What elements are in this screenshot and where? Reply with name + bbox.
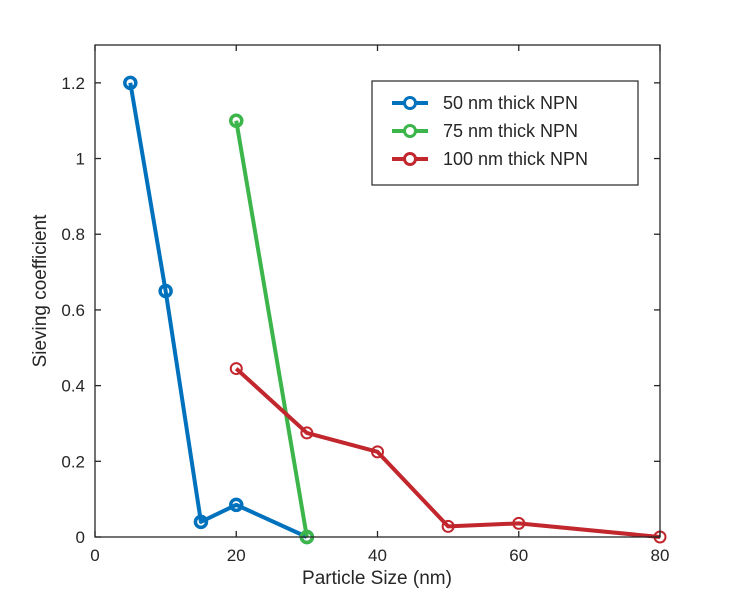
legend-swatch-marker bbox=[403, 96, 417, 110]
data-point bbox=[123, 75, 138, 91]
series-line bbox=[128, 82, 308, 539]
y-tick-label: 0.8 bbox=[61, 225, 85, 244]
x-tick-label: 80 bbox=[651, 546, 670, 565]
legend-entry-1: 75 nm thick NPN bbox=[392, 121, 578, 141]
y-tick-label: 0.6 bbox=[61, 301, 85, 320]
legend-label: 75 nm thick NPN bbox=[443, 121, 578, 141]
legend: 50 nm thick NPN 75 nm thick NPN 100 nm thi… bbox=[371, 80, 639, 186]
data-point bbox=[300, 426, 314, 440]
y-tick-label: 1 bbox=[76, 150, 85, 169]
x-tick-label: 60 bbox=[509, 546, 528, 565]
legend-swatch-marker bbox=[403, 152, 417, 166]
x-tick-label: 40 bbox=[368, 546, 387, 565]
y-tick-label: 0.2 bbox=[61, 452, 85, 471]
legend-label: 100 nm thick NPN bbox=[443, 149, 588, 169]
data-point bbox=[441, 519, 455, 533]
series-2 bbox=[229, 362, 667, 544]
y-tick-label: 0 bbox=[76, 528, 85, 547]
x-tick-label: 0 bbox=[90, 546, 99, 565]
series-layer bbox=[123, 75, 667, 545]
x-axis-label: Particle Size (nm) bbox=[302, 568, 452, 589]
series-line bbox=[234, 120, 309, 538]
data-point bbox=[229, 497, 244, 513]
data-point bbox=[229, 362, 243, 376]
y-tick-label: 1.2 bbox=[61, 74, 85, 93]
legend-entry-2: 100 nm thick NPN bbox=[392, 149, 588, 169]
y-axis-label: Sieving coefficient bbox=[30, 214, 51, 368]
data-point bbox=[158, 283, 173, 299]
x-tick-label: 20 bbox=[227, 546, 246, 565]
legend-entry-0: 50 nm thick NPN bbox=[392, 93, 578, 113]
data-point bbox=[512, 516, 526, 530]
data-point bbox=[371, 445, 384, 459]
data-point bbox=[229, 113, 244, 128]
series-1 bbox=[229, 113, 315, 545]
series-line bbox=[234, 367, 661, 539]
ticks-layer: 0 20 40 60 80 0 0.2 0.4 0.6 0.8 1 1.2 bbox=[61, 45, 669, 565]
y-tick-label: 0.4 bbox=[61, 377, 85, 396]
legend-label: 50 nm thick NPN bbox=[443, 93, 578, 113]
data-point bbox=[193, 514, 209, 530]
series-0 bbox=[123, 75, 315, 545]
legend-swatch-marker bbox=[403, 124, 417, 138]
